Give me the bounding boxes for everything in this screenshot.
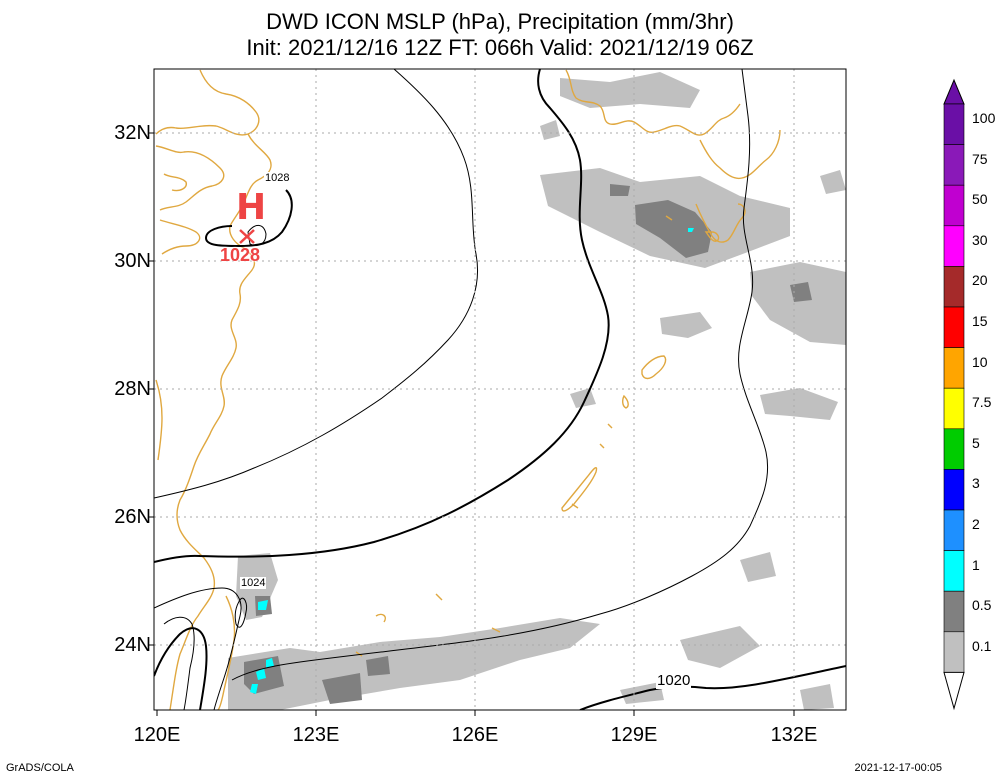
colorbar-swatch <box>943 266 965 308</box>
colorbar-swatch <box>943 306 965 348</box>
lon-label-129e: 129E <box>610 724 658 746</box>
colorbar-swatch <box>943 184 965 227</box>
lon-label-132e: 132E <box>770 724 818 746</box>
colorbar-swatch <box>943 387 965 430</box>
colorbar-label: 30 <box>972 231 988 248</box>
colorbar-label: 100 <box>972 110 996 126</box>
colorbar-swatch <box>943 590 965 633</box>
colorbar-label: 1 <box>972 556 980 573</box>
lon-label-123e: 123E <box>292 724 340 746</box>
precip-1-areas <box>250 228 694 694</box>
colorbar-label: 10 <box>972 353 988 370</box>
isobar-label-1024: 1024 <box>240 577 267 589</box>
graticule <box>154 69 846 710</box>
colorbar-swatch <box>943 469 965 511</box>
lat-label-26n: 26N <box>114 506 151 528</box>
isobar-label-1028: 1028 <box>264 172 291 184</box>
colorbar-label: 15 <box>972 313 988 329</box>
colorbar-top-arrow <box>943 78 965 105</box>
lat-label-30n: 30N <box>114 250 151 272</box>
colorbar-swatch <box>943 225 965 267</box>
high-center-marker <box>239 229 255 244</box>
colorbar-swatch <box>943 509 965 551</box>
title-line-2: Init: 2021/12/16 12Z FT: 066h Valid: 202… <box>246 35 754 60</box>
isobar-label-1020: 1020 <box>656 672 692 689</box>
colorbar <box>943 78 965 711</box>
colorbar-label: 3 <box>972 475 980 492</box>
colorbar-label: 7.5 <box>972 394 992 411</box>
lat-label-32n: 32N <box>114 122 151 144</box>
axis-ticks <box>148 132 795 716</box>
isobars <box>154 69 846 710</box>
precip-0.1-areas <box>228 72 846 710</box>
lon-label-120e: 120E <box>133 724 181 746</box>
colorbar-swatch <box>943 103 965 145</box>
colorbar-swatch <box>943 347 965 389</box>
colorbar-swatch <box>943 550 965 592</box>
colorbar-label: 20 <box>972 272 988 289</box>
footer-timestamp: 2021-12-17-00:05 <box>854 762 942 774</box>
coastlines <box>155 69 781 710</box>
colorbar-label: 5 <box>972 434 980 451</box>
colorbar-swatch <box>943 144 965 186</box>
high-pressure-letter: H <box>236 187 267 228</box>
colorbar-label: 0.5 <box>972 597 992 614</box>
footer-credit: GrADS/COLA <box>6 762 74 774</box>
colorbar-label: 50 <box>972 191 988 208</box>
precip-0.5-areas <box>244 184 812 704</box>
colorbar-label: 0.1 <box>972 637 992 654</box>
colorbar-swatch <box>943 428 965 470</box>
lat-label-24n: 24N <box>114 634 151 656</box>
colorbar-swatch <box>943 631 965 673</box>
colorbar-label: 2 <box>972 516 980 532</box>
colorbar-bottom-arrow <box>943 671 965 711</box>
lon-label-126e: 126E <box>451 724 499 746</box>
title-line-1: DWD ICON MSLP (hPa), Precipitation (mm/3… <box>266 9 734 34</box>
colorbar-label: 75 <box>972 150 988 167</box>
lat-label-28n: 28N <box>114 378 151 400</box>
high-pressure-value: 1028 <box>220 245 261 265</box>
